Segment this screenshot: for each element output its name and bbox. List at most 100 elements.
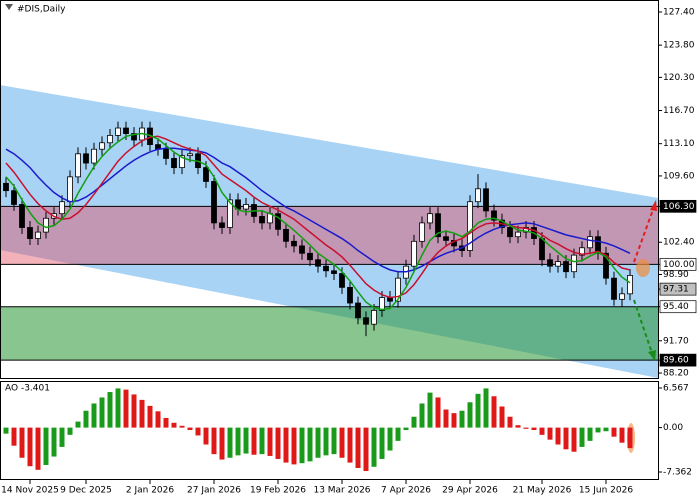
candle-body xyxy=(627,274,633,295)
y-tick-label: 97.31 xyxy=(663,285,689,295)
ao-bar xyxy=(419,403,425,428)
ao-bar xyxy=(283,427,289,463)
candle-body xyxy=(443,236,449,241)
ao-bar xyxy=(243,427,249,454)
y-tick-label: 98.90 xyxy=(663,270,689,280)
ao-bar xyxy=(203,427,209,445)
ao-bar xyxy=(611,427,617,437)
y-tick-label: 102.40 xyxy=(663,238,695,248)
candle-body xyxy=(227,199,233,228)
x-tick-label: 7 Apr 2026 xyxy=(381,486,431,496)
ao-bar xyxy=(227,427,233,458)
y-tick-label: 91.70 xyxy=(663,336,689,346)
ao-bar xyxy=(371,427,377,467)
x-tick-label: 13 Mar 2026 xyxy=(313,486,370,496)
highlight xyxy=(636,259,650,277)
ao-bar xyxy=(571,427,577,452)
ao-bar xyxy=(187,427,193,431)
ao-bar xyxy=(139,399,145,428)
candle-body xyxy=(619,293,625,300)
ao-bar xyxy=(547,427,553,440)
arrow-down-head xyxy=(648,350,656,361)
ao-bar xyxy=(627,427,633,449)
candle-body xyxy=(419,222,425,242)
ao-bar xyxy=(379,427,385,459)
candle-body xyxy=(123,127,129,134)
candle-body xyxy=(179,155,185,169)
candle-body xyxy=(83,153,89,164)
candle-body xyxy=(323,265,329,272)
ao-bar xyxy=(3,427,9,434)
ao-bar xyxy=(195,427,201,436)
y-tick-label: 0.00 xyxy=(663,423,683,433)
symbol-icon xyxy=(5,4,13,10)
candle-body xyxy=(371,309,377,325)
y-tick-box xyxy=(659,353,697,367)
ao-bar xyxy=(267,427,273,456)
candle-body xyxy=(59,201,65,215)
candle-body xyxy=(395,277,401,302)
ao-bar xyxy=(539,427,545,435)
candle-body xyxy=(259,216,265,224)
candle-body xyxy=(555,261,561,267)
ao-bar xyxy=(131,394,137,428)
y-tick-box xyxy=(659,282,697,296)
ao-bar xyxy=(11,427,17,446)
candle-body xyxy=(219,222,225,228)
x-tick-label: 14 Nov 2025 xyxy=(1,486,59,496)
y-tick-label: 106.30 xyxy=(663,202,695,212)
candle-body xyxy=(571,254,577,273)
candle-body xyxy=(43,217,49,233)
x-tick-label: 19 Feb 2026 xyxy=(250,486,306,496)
ao-bar xyxy=(27,427,33,467)
candle-body xyxy=(3,182,9,192)
x-tick-label: 2 Jan 2026 xyxy=(126,486,174,496)
candle-body xyxy=(331,270,337,274)
candle-body xyxy=(27,227,33,239)
ao-bar xyxy=(163,417,169,428)
ao-bar xyxy=(299,427,305,464)
ao-bar xyxy=(211,427,217,455)
x-tick-label: 15 Jun 2026 xyxy=(579,486,633,496)
candle-body xyxy=(347,286,353,304)
ao-bar xyxy=(43,427,49,465)
ao-bar xyxy=(123,389,129,428)
ao-bar xyxy=(523,427,529,429)
candle-body xyxy=(67,176,73,203)
y-tick-label: 109.60 xyxy=(663,171,695,181)
zone xyxy=(0,306,658,361)
candle-body xyxy=(587,236,593,249)
forecast-arrows xyxy=(627,200,657,453)
candle-body xyxy=(11,190,17,205)
candle-body xyxy=(291,240,297,247)
y-tick-label: 120.30 xyxy=(663,73,695,83)
ao-bar xyxy=(587,427,593,441)
candle-body xyxy=(579,247,585,256)
ao-bar xyxy=(259,427,265,455)
y-tick-box xyxy=(659,199,697,213)
ao-bar xyxy=(179,425,185,428)
ao-bar xyxy=(475,393,481,428)
ao-bar xyxy=(427,392,433,428)
x-tick-label: 29 Apr 2026 xyxy=(442,486,498,496)
ao-bar xyxy=(563,427,569,450)
ao-bar xyxy=(99,397,105,428)
y-tick-label: 127.40 xyxy=(663,7,695,17)
ao-bar xyxy=(395,427,401,441)
candle-body xyxy=(315,259,321,267)
ao-bar xyxy=(235,427,241,456)
arrow-up xyxy=(633,206,655,263)
ao-bar xyxy=(387,427,393,451)
x-tick-label: 9 Dec 2025 xyxy=(60,486,112,496)
y-tick-label: 113.10 xyxy=(663,139,695,149)
ao-bar xyxy=(459,410,465,428)
candle-body xyxy=(563,261,569,273)
ao-bar xyxy=(443,409,449,428)
ao-bar xyxy=(35,427,41,470)
candle-body xyxy=(467,201,473,251)
candle-body xyxy=(211,181,217,224)
ao-bar xyxy=(75,421,81,428)
candle-body xyxy=(507,227,513,238)
ao-bar xyxy=(347,427,353,463)
candle-body xyxy=(131,133,137,141)
